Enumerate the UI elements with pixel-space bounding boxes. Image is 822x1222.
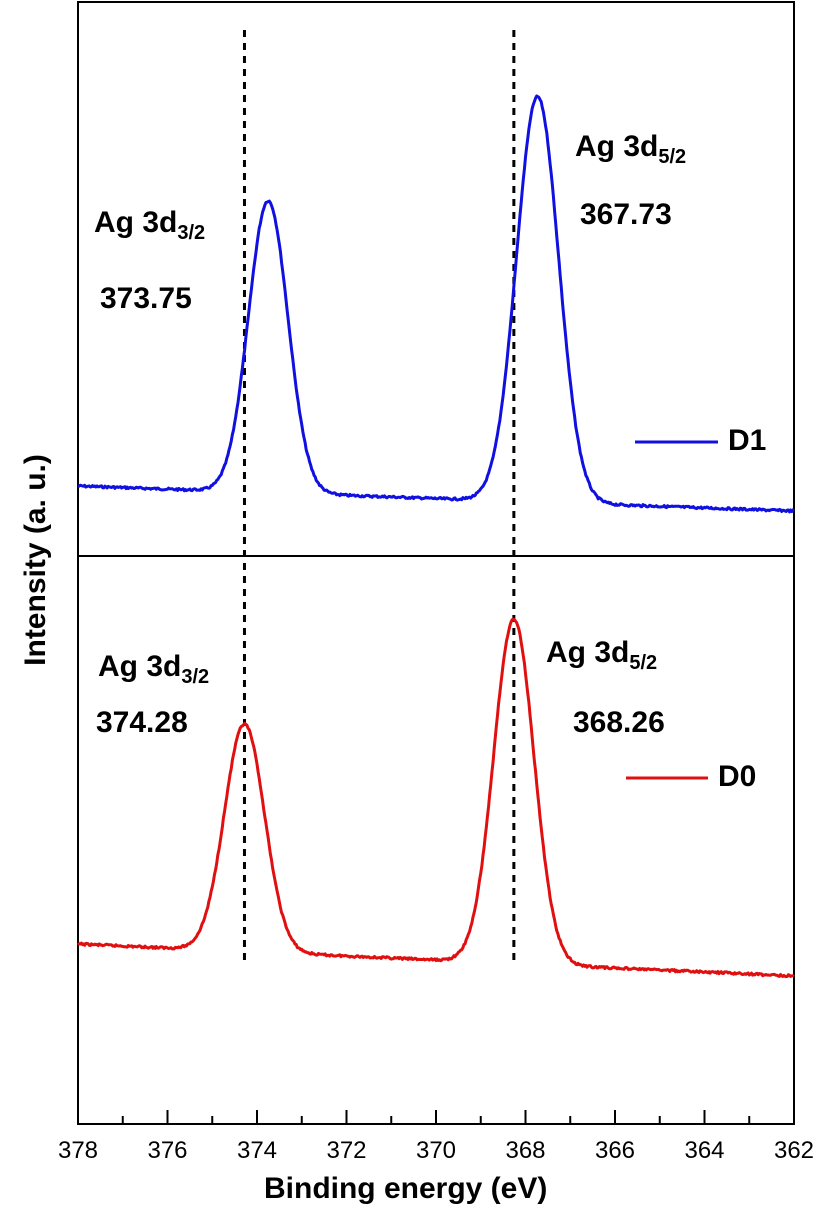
x-tick-label: 362 (774, 1137, 814, 1164)
x-axis-title: Binding energy (eV) (264, 1172, 548, 1205)
legend-label-d1: D1 (728, 424, 767, 457)
x-tick-label: 372 (326, 1137, 366, 1164)
x-tick-label: 368 (505, 1137, 545, 1164)
peak-label-top-3d32: Ag 3d3/2 (94, 206, 206, 244)
y-axis-title: Intensity (a. u.) (19, 454, 52, 666)
series-layer (76, 94, 795, 979)
peak-label-bottom-3d32: Ag 3d3/2 (98, 650, 210, 688)
peak-value-top-3d52: 367.73 (580, 198, 672, 231)
legend-lines (626, 440, 718, 780)
x-tick-label: 376 (147, 1137, 187, 1164)
series-line-d1 (77, 94, 795, 514)
x-tick-label: 374 (237, 1137, 277, 1164)
peak-value-bottom-3d52: 368.26 (573, 706, 665, 739)
x-tick-label: 378 (58, 1137, 98, 1164)
x-tick-label: 366 (595, 1137, 635, 1164)
peak-label-bottom-3d52: Ag 3d5/2 (546, 636, 658, 674)
plot-frame (77, 1, 795, 1125)
reference-lines (242, 30, 516, 966)
x-tick-label: 370 (416, 1137, 456, 1164)
series-line-d0 (76, 617, 795, 979)
x-tick-label: 364 (684, 1137, 724, 1164)
legend-label-d0: D0 (718, 760, 757, 793)
peak-label-top-3d52: Ag 3d5/2 (575, 130, 687, 168)
peak-value-top-3d32: 373.75 (100, 282, 192, 315)
peak-value-bottom-3d32: 374.28 (96, 706, 188, 739)
x-ticks: 378 376 374 372 370 368 366 364 362 (58, 1110, 814, 1164)
